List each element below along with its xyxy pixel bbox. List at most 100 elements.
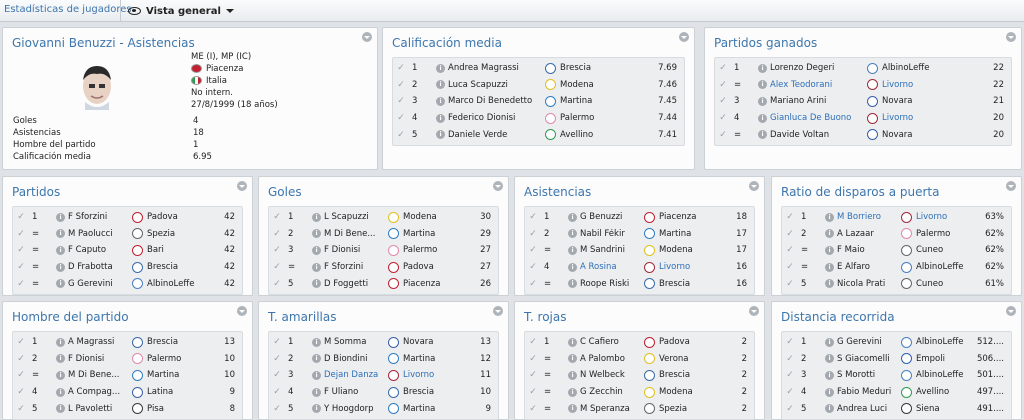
ranking-row[interactable]: ✓ = i N Welbeck Brescia 2: [528, 367, 751, 384]
checkmark-icon[interactable]: ✓: [786, 228, 794, 239]
player-name[interactable]: M Somma: [324, 337, 367, 348]
info-icon[interactable]: i: [436, 130, 445, 140]
checkmark-icon[interactable]: ✓: [17, 228, 25, 239]
checkmark-icon[interactable]: ✓: [786, 212, 794, 223]
team-name[interactable]: Modena: [403, 212, 437, 223]
team-name[interactable]: Brescia: [659, 278, 691, 289]
panel-menu-button[interactable]: [237, 181, 247, 191]
player-name[interactable]: A Magrassi: [68, 337, 115, 348]
ranking-row[interactable]: ✓ 2 i D Biondini Martina 12: [272, 351, 495, 368]
info-icon[interactable]: i: [568, 262, 577, 272]
team-name[interactable]: Bari: [147, 245, 164, 256]
panel-menu-button[interactable]: [493, 306, 503, 316]
team-name[interactable]: Latina: [147, 387, 174, 398]
team-name[interactable]: Empoli: [916, 353, 945, 364]
ranking-row[interactable]: ✓ = i Alex Teodorani Livorno 22: [718, 77, 1008, 94]
checkmark-icon[interactable]: ✓: [786, 262, 794, 273]
info-icon[interactable]: i: [568, 387, 577, 397]
info-icon[interactable]: i: [825, 229, 834, 239]
checkmark-icon[interactable]: ✓: [786, 403, 794, 414]
player-name[interactable]: F Dionisi: [68, 353, 105, 364]
player-name[interactable]: M Borriero: [837, 212, 882, 223]
info-icon[interactable]: i: [312, 370, 321, 380]
checkmark-icon[interactable]: ✓: [529, 370, 537, 381]
ranking-row[interactable]: ✓ 1 i Andrea Magrassi Brescia 7.69: [396, 60, 681, 77]
ranking-row[interactable]: ✓ 2 i Nabil Fékir Martina 17: [528, 226, 751, 243]
ranking-row[interactable]: ✓ 1 i C Cafiero Padova 2: [528, 334, 751, 351]
ranking-row[interactable]: ✓ = i G Zecchin Modena 2: [528, 384, 751, 401]
info-icon[interactable]: i: [436, 63, 445, 73]
checkmark-icon[interactable]: ✓: [719, 96, 727, 107]
team-name[interactable]: Palermo: [560, 113, 595, 124]
ranking-row[interactable]: ✓ 1 i Lorenzo Degeri AlbinoLeffe 22: [718, 60, 1008, 77]
checkmark-icon[interactable]: ✓: [529, 228, 537, 239]
team-name[interactable]: Livorno: [403, 370, 435, 381]
ranking-row[interactable]: ✓ = i F Maio Cuneo 62%: [785, 242, 1008, 259]
team-name[interactable]: Brescia: [403, 387, 435, 398]
ranking-row[interactable]: ✓ = i M Di Bene... Martina 10: [16, 367, 239, 384]
player-name[interactable]: Alex Teodorani: [770, 79, 833, 90]
player-club[interactable]: Piacenza: [191, 63, 278, 75]
ranking-row[interactable]: ✓ 3 i Dejan Danza Livorno 11: [272, 367, 495, 384]
team-name[interactable]: Livorno: [882, 79, 914, 90]
team-name[interactable]: Martina: [147, 370, 180, 381]
ranking-row[interactable]: ✓ = i G Gerevini AlbinoLeffe 42: [16, 275, 239, 292]
player-name[interactable]: M Di Bene...: [68, 370, 120, 381]
info-icon[interactable]: i: [825, 404, 834, 414]
checkmark-icon[interactable]: ✓: [786, 245, 794, 256]
info-icon[interactable]: i: [56, 279, 65, 289]
info-icon[interactable]: i: [825, 212, 834, 222]
team-name[interactable]: Livorno: [916, 212, 948, 223]
panel-title[interactable]: T. rojas: [524, 310, 567, 324]
ranking-row[interactable]: ✓ = i A Palombo Verona 2: [528, 351, 751, 368]
player-name[interactable]: G Zecchin: [580, 387, 623, 398]
team-name[interactable]: Padova: [403, 262, 434, 273]
checkmark-icon[interactable]: ✓: [529, 403, 537, 414]
player-name[interactable]: S Giacomelli: [837, 353, 890, 364]
player-name[interactable]: Nicola Prati: [837, 278, 886, 289]
team-name[interactable]: Novara: [403, 337, 434, 348]
checkmark-icon[interactable]: ✓: [17, 262, 25, 273]
checkmark-icon[interactable]: ✓: [529, 262, 537, 273]
player-name[interactable]: G Benuzzi: [580, 212, 623, 223]
info-icon[interactable]: i: [825, 354, 834, 364]
info-icon[interactable]: i: [825, 245, 834, 255]
ranking-row[interactable]: ✓ 4 i Gianluca De Buono Livorno 20: [718, 110, 1008, 127]
info-icon[interactable]: i: [568, 337, 577, 347]
player-name[interactable]: A Compag...: [68, 387, 121, 398]
info-icon[interactable]: i: [56, 262, 65, 272]
ranking-row[interactable]: ✓ = i F Sforzini Padova 27: [272, 259, 495, 276]
team-name[interactable]: Piacenza: [403, 278, 441, 289]
info-icon[interactable]: i: [312, 337, 321, 347]
team-name[interactable]: Martina: [403, 403, 436, 414]
panel-title[interactable]: T. amarillas: [268, 310, 337, 324]
team-name[interactable]: Cuneo: [916, 278, 944, 289]
checkmark-icon[interactable]: ✓: [529, 387, 537, 398]
player-name[interactable]: Andrea Luci: [837, 403, 888, 414]
ranking-row[interactable]: ✓ 4 i A Rosina Livorno 16: [528, 259, 751, 276]
info-icon[interactable]: i: [312, 245, 321, 255]
info-icon[interactable]: i: [56, 229, 65, 239]
checkmark-icon[interactable]: ✓: [17, 245, 25, 256]
checkmark-icon[interactable]: ✓: [397, 129, 405, 140]
checkmark-icon[interactable]: ✓: [786, 337, 794, 348]
ranking-row[interactable]: ✓ 1 i A Magrassi Brescia 13: [16, 334, 239, 351]
ranking-row[interactable]: ✓ 5 i Andrea Luci Siena 491....: [785, 400, 1008, 417]
player-name[interactable]: D Frabotta: [68, 262, 113, 273]
ranking-row[interactable]: ✓ 4 i F Uliano Brescia 10: [272, 384, 495, 401]
checkmark-icon[interactable]: ✓: [273, 228, 281, 239]
ranking-row[interactable]: ✓ 4 i Federico Dionisi Palermo 7.44: [396, 110, 681, 127]
player-name[interactable]: F Dionisi: [324, 245, 361, 256]
checkmark-icon[interactable]: ✓: [17, 403, 25, 414]
info-icon[interactable]: i: [436, 113, 445, 123]
ranking-row[interactable]: ✓ = i D Frabotta Brescia 42: [16, 259, 239, 276]
info-icon[interactable]: i: [56, 212, 65, 222]
ranking-row[interactable]: ✓ = i Davide Voltan Novara 20: [718, 126, 1008, 143]
checkmark-icon[interactable]: ✓: [273, 245, 281, 256]
view-selector[interactable]: Vista general: [128, 3, 234, 19]
page-title[interactable]: Estadísticas de jugadores: [4, 4, 132, 15]
info-icon[interactable]: i: [758, 113, 767, 123]
panel-title[interactable]: Asistencias: [524, 185, 592, 199]
ranking-row[interactable]: ✓ 1 i M Somma Novara 13: [272, 334, 495, 351]
info-icon[interactable]: i: [56, 245, 65, 255]
